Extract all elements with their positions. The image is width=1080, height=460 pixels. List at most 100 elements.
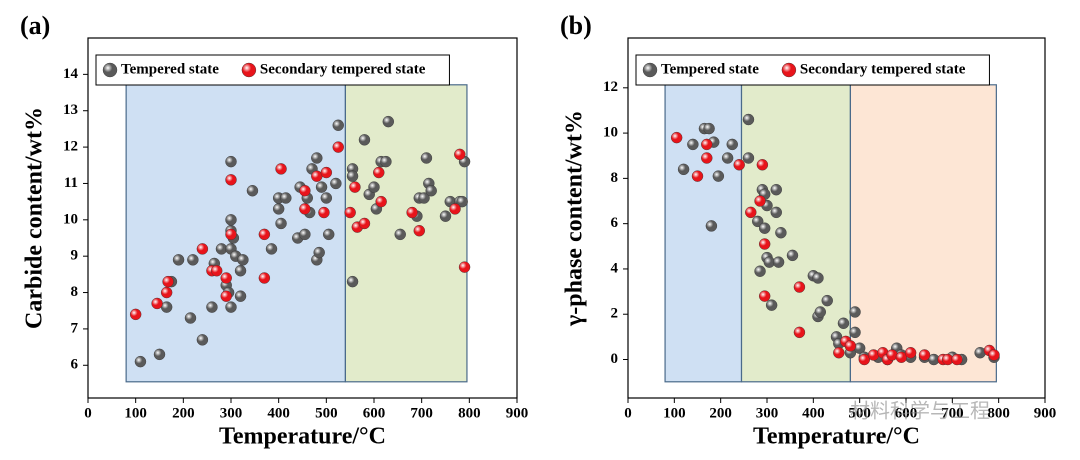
x-axis-label: Temperature/°C	[219, 424, 386, 450]
point	[382, 115, 394, 128]
point	[793, 281, 806, 293]
x-tick-label: 200	[172, 405, 195, 421]
point	[858, 353, 870, 366]
point	[234, 265, 247, 277]
point	[323, 228, 335, 241]
point	[275, 163, 287, 175]
watermark: 材料科学与工程	[850, 399, 990, 423]
point	[712, 170, 725, 182]
point	[677, 163, 690, 176]
point	[210, 265, 223, 277]
point	[225, 214, 237, 226]
point	[701, 138, 713, 151]
x-tick-label: 200	[709, 405, 732, 421]
point	[418, 192, 430, 204]
point	[187, 254, 199, 266]
region	[849, 84, 997, 383]
x-tick-label: 300	[756, 405, 779, 421]
point	[758, 222, 771, 234]
point	[220, 272, 232, 284]
point	[172, 254, 185, 266]
point	[758, 238, 771, 250]
point	[225, 228, 237, 241]
point	[687, 138, 699, 151]
point	[134, 355, 147, 368]
point	[368, 181, 380, 193]
panel-label: (b)	[560, 11, 592, 40]
point	[299, 203, 311, 215]
point	[951, 353, 963, 366]
y-axis-label: Carbide content/wt%	[22, 107, 48, 329]
y-tick-label: 14	[63, 66, 79, 82]
point	[703, 122, 715, 135]
point	[320, 166, 333, 179]
x-tick-label: 0	[624, 405, 632, 421]
x-tick-label: 400	[267, 405, 290, 421]
y-tick-label: 6	[71, 357, 79, 373]
point	[394, 228, 406, 241]
point	[786, 249, 799, 262]
y-tick-label: 10	[63, 211, 78, 227]
point	[756, 159, 769, 171]
point	[258, 272, 271, 284]
point	[349, 181, 361, 193]
point	[265, 243, 278, 255]
legend-marker	[102, 62, 118, 78]
y-tick-label: 8	[611, 170, 619, 186]
point	[425, 185, 437, 197]
y-tick-label: 0	[611, 351, 619, 367]
point	[196, 334, 209, 346]
x-tick-label: 600	[363, 405, 386, 421]
point	[220, 290, 232, 302]
point	[904, 347, 917, 359]
point	[742, 152, 755, 164]
point	[814, 306, 826, 318]
y-tick-label: 10	[603, 125, 618, 141]
x-tick-label: 400	[802, 405, 825, 421]
point	[837, 317, 850, 329]
point	[754, 265, 766, 277]
region	[344, 84, 468, 383]
point	[380, 155, 392, 168]
legend-box	[95, 54, 450, 86]
point	[330, 177, 342, 190]
point	[225, 174, 237, 186]
point	[758, 290, 771, 302]
x-tick-label: 100	[124, 405, 147, 421]
legend-box	[635, 54, 990, 86]
y-tick-label: 4	[611, 260, 619, 276]
point	[272, 203, 285, 215]
y-tick-label: 6	[611, 215, 619, 231]
point	[344, 206, 356, 219]
point	[895, 351, 908, 363]
point	[162, 275, 174, 288]
point	[821, 294, 833, 307]
point	[346, 170, 359, 182]
point	[160, 286, 173, 299]
panel-label: (a)	[20, 11, 50, 40]
x-tick-label: 0	[84, 405, 92, 421]
point	[406, 206, 418, 219]
point	[373, 166, 385, 179]
plot-frame	[627, 37, 1046, 399]
y-tick-label: 11	[64, 175, 78, 191]
point	[258, 228, 271, 241]
y-tick-label: 12	[603, 79, 618, 95]
point	[705, 220, 718, 232]
x-tick-label: 900	[506, 405, 529, 421]
point	[458, 261, 471, 273]
point	[129, 308, 142, 321]
y-tick-label: 9	[71, 248, 79, 264]
point	[456, 195, 468, 208]
point	[413, 225, 425, 237]
y-tick-label: 13	[63, 102, 78, 118]
y-tick-label: 12	[63, 139, 78, 155]
x-tick-label: 900	[1034, 405, 1057, 421]
point	[311, 152, 323, 164]
point	[206, 301, 218, 313]
point	[812, 272, 824, 284]
point	[701, 152, 713, 164]
point	[332, 141, 344, 153]
point	[320, 192, 333, 204]
point	[733, 159, 745, 171]
